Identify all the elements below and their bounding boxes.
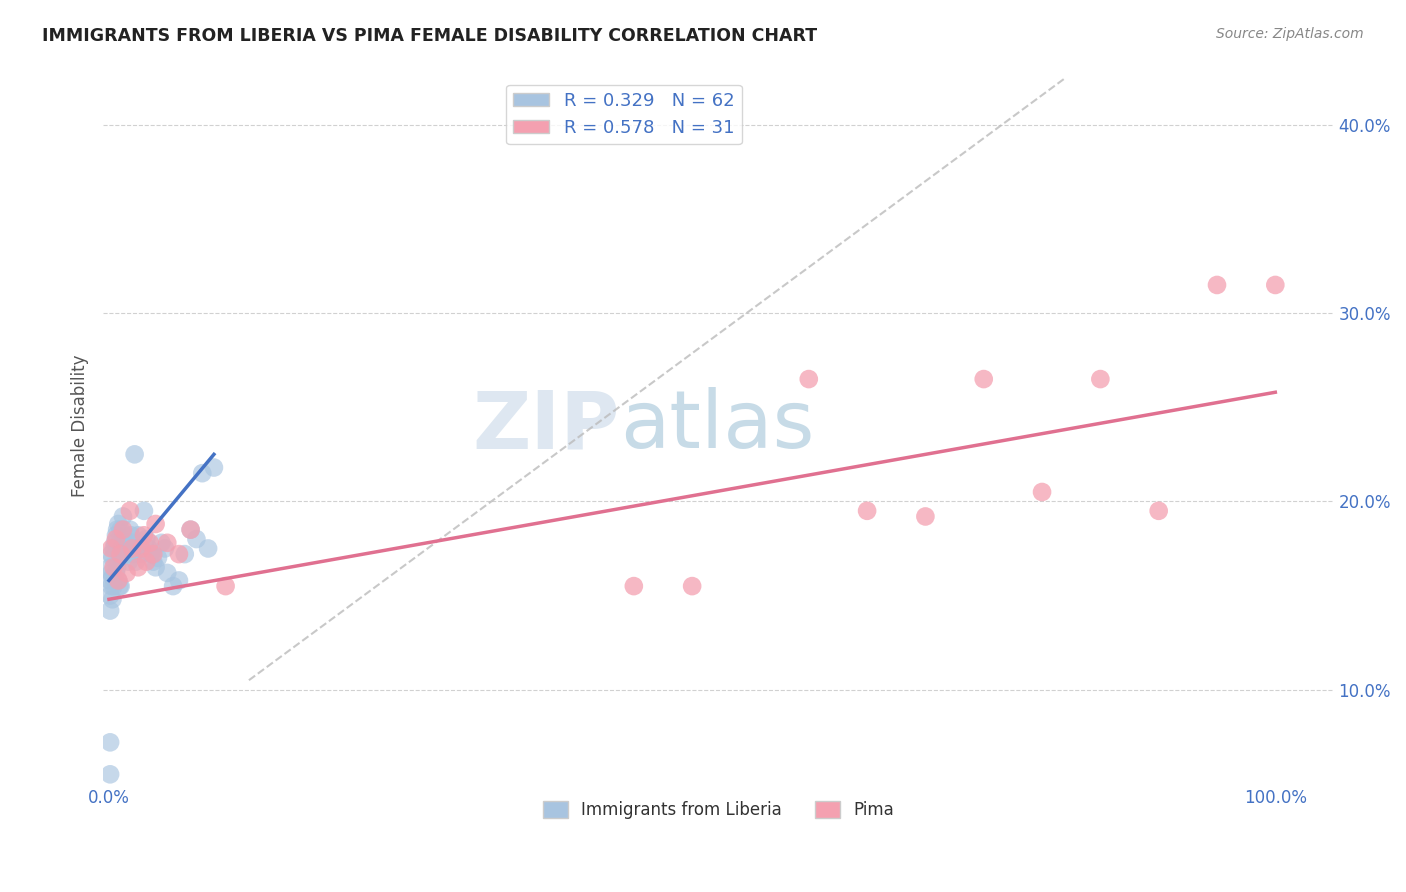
Point [103, 541, 125, 556]
Point [110, 550, 132, 565]
Point [104, 536, 127, 550]
Point [142, 547, 165, 561]
Point [111, 541, 134, 556]
Point [135, 555, 157, 569]
Point [105, 523, 128, 537]
Point [153, 541, 176, 556]
Point [111, 523, 134, 537]
Text: ZIP: ZIP [472, 387, 620, 465]
Point [114, 541, 136, 556]
Point [111, 509, 134, 524]
Point [138, 541, 160, 556]
Point [973, 372, 995, 386]
Point [100, 566, 122, 580]
Y-axis label: Female Disability: Female Disability [72, 355, 89, 498]
Point [167, 574, 190, 588]
Point [173, 547, 195, 561]
Point [107, 574, 129, 588]
Point [98, 604, 121, 618]
Point [162, 579, 184, 593]
Point [110, 523, 132, 537]
Point [191, 466, 214, 480]
Point [103, 560, 125, 574]
Point [132, 504, 155, 518]
Point [104, 528, 127, 542]
Point [167, 547, 190, 561]
Point [156, 536, 179, 550]
Point [150, 536, 173, 550]
Point [112, 532, 135, 546]
Point [100, 541, 122, 556]
Point [107, 574, 129, 588]
Point [914, 509, 936, 524]
Point [125, 555, 148, 569]
Point [105, 560, 128, 574]
Point [180, 523, 202, 537]
Point [145, 516, 167, 531]
Point [681, 579, 703, 593]
Point [100, 547, 122, 561]
Point [139, 547, 162, 561]
Point [104, 574, 127, 588]
Point [101, 592, 124, 607]
Point [1264, 277, 1286, 292]
Point [1206, 277, 1229, 292]
Point [98, 589, 121, 603]
Point [856, 504, 879, 518]
Point [797, 372, 820, 386]
Point [1147, 504, 1170, 518]
Point [104, 566, 127, 580]
Point [110, 547, 132, 561]
Point [100, 579, 122, 593]
Point [101, 570, 124, 584]
Point [103, 579, 125, 593]
Point [118, 504, 141, 518]
Point [146, 550, 169, 565]
Point [120, 528, 142, 542]
Point [623, 579, 645, 593]
Point [180, 523, 202, 537]
Point [118, 555, 141, 569]
Point [121, 541, 143, 556]
Point [145, 560, 167, 574]
Legend: Immigrants from Liberia, Pima: Immigrants from Liberia, Pima [536, 794, 901, 825]
Point [202, 460, 225, 475]
Point [156, 566, 179, 580]
Point [108, 579, 131, 593]
Point [98, 767, 121, 781]
Point [122, 547, 145, 561]
Point [197, 541, 219, 556]
Point [101, 550, 124, 565]
Point [186, 532, 208, 546]
Point [98, 560, 121, 574]
Point [131, 541, 153, 556]
Point [115, 536, 138, 550]
Point [139, 536, 162, 550]
Point [121, 536, 143, 550]
Point [128, 541, 150, 556]
Point [107, 516, 129, 531]
Point [98, 735, 121, 749]
Point [118, 523, 141, 537]
Point [214, 579, 236, 593]
Point [127, 560, 149, 574]
Point [1090, 372, 1112, 386]
Point [1031, 485, 1053, 500]
Point [124, 447, 146, 461]
Point [115, 566, 138, 580]
Point [142, 555, 165, 569]
Point [135, 532, 157, 546]
Point [132, 528, 155, 542]
Text: IMMIGRANTS FROM LIBERIA VS PIMA FEMALE DISABILITY CORRELATION CHART: IMMIGRANTS FROM LIBERIA VS PIMA FEMALE D… [42, 27, 817, 45]
Point [98, 574, 121, 588]
Point [110, 579, 132, 593]
Point [131, 547, 153, 561]
Point [127, 528, 149, 542]
Point [125, 541, 148, 556]
Point [117, 547, 139, 561]
Point [104, 532, 127, 546]
Point [108, 536, 131, 550]
Text: atlas: atlas [620, 387, 814, 465]
Text: Source: ZipAtlas.com: Source: ZipAtlas.com [1216, 27, 1364, 41]
